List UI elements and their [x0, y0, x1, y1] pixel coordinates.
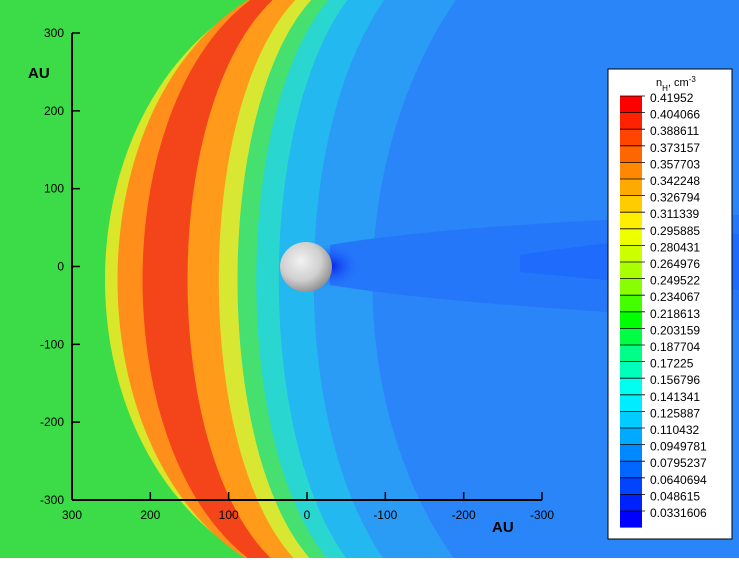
x-tick-label: 300: [62, 508, 82, 522]
y-tick-label: 100: [44, 182, 64, 196]
legend-label: 0.218613: [650, 307, 700, 321]
legend-swatch: [620, 113, 642, 130]
legend-label: 0.373157: [650, 141, 700, 155]
legend-swatch: [620, 411, 642, 428]
legend-label: 0.249522: [650, 274, 700, 288]
legend-label: 0.264976: [650, 257, 700, 271]
legend-swatch: [620, 511, 642, 528]
legend-swatch: [620, 279, 642, 296]
y-tick-label: -300: [40, 493, 64, 507]
legend-swatch: [620, 494, 642, 511]
legend-label: 0.388611: [650, 124, 699, 138]
x-tick-label: 0: [304, 508, 311, 522]
legend-label: 0.110432: [650, 423, 699, 437]
sphere: [280, 242, 332, 292]
y-tick-label: 200: [44, 104, 64, 118]
legend-label: 0.141341: [650, 390, 700, 404]
legend-entries: 0.41952 0.404066 0.388611 0.373157 0.357703 0…: [620, 91, 707, 528]
legend-label: 0.342248: [650, 174, 700, 188]
legend: nH, cm-3 0.419520.4040660.3886110.373157…: [608, 69, 732, 539]
legend-label: 0.17225: [650, 357, 694, 371]
legend-label: 0.311339: [650, 207, 699, 221]
legend-swatch: [620, 196, 642, 213]
legend-swatch: [620, 395, 642, 412]
legend-label: 0.295885: [650, 224, 700, 238]
legend-label: 0.404066: [650, 108, 700, 122]
legend-swatch: [620, 378, 642, 395]
legend-swatch: [620, 478, 642, 495]
legend-swatch: [620, 262, 642, 279]
legend-swatch: [620, 229, 642, 246]
x-axis-title: AU: [492, 519, 514, 536]
legend-swatch: [620, 146, 642, 163]
legend-label: 0.0795237: [650, 456, 707, 470]
y-tick-label: -200: [40, 415, 64, 429]
legend-swatch: [620, 179, 642, 196]
legend-swatch: [620, 362, 642, 379]
y-axis-title: AU: [28, 65, 50, 82]
x-tick-label: -200: [452, 508, 476, 522]
y-tick-label: -100: [40, 337, 64, 351]
legend-swatch: [620, 212, 642, 229]
y-tick-label: 300: [44, 26, 64, 40]
legend-label: 0.0640694: [650, 473, 707, 487]
legend-label: 0.048615: [650, 489, 700, 503]
legend-swatch: [620, 96, 642, 113]
legend-title-rest: , cm: [668, 77, 689, 89]
legend-label: 0.187704: [650, 340, 700, 354]
legend-label: 0.234067: [650, 290, 700, 304]
legend-swatch: [620, 295, 642, 312]
y-tick-label: 0: [57, 260, 64, 274]
legend-swatch: [620, 445, 642, 462]
legend-swatch: [620, 345, 642, 362]
x-tick-label: -100: [373, 508, 397, 522]
legend-swatch: [620, 312, 642, 329]
legend-label: 0.41952: [650, 91, 694, 105]
legend-swatch: [620, 461, 642, 478]
x-tick-label: 100: [219, 508, 239, 522]
legend-swatch: [620, 162, 642, 179]
x-tick-label: -300: [530, 508, 554, 522]
legend-swatch: [620, 428, 642, 445]
legend-swatch: [620, 245, 642, 262]
legend-label: 0.203159: [650, 323, 700, 337]
legend-swatch: [620, 328, 642, 345]
legend-label: 0.357703: [650, 157, 700, 171]
legend-swatch: [620, 129, 642, 146]
legend-label: 0.125887: [650, 406, 700, 420]
legend-label: 0.156796: [650, 373, 700, 387]
legend-label: 0.0949781: [650, 440, 707, 454]
legend-title-sup: -3: [689, 75, 697, 84]
legend-label: 0.0331606: [650, 506, 707, 520]
x-tick-label: 200: [140, 508, 160, 522]
legend-label: 0.326794: [650, 191, 700, 205]
legend-label: 0.280431: [650, 240, 700, 254]
